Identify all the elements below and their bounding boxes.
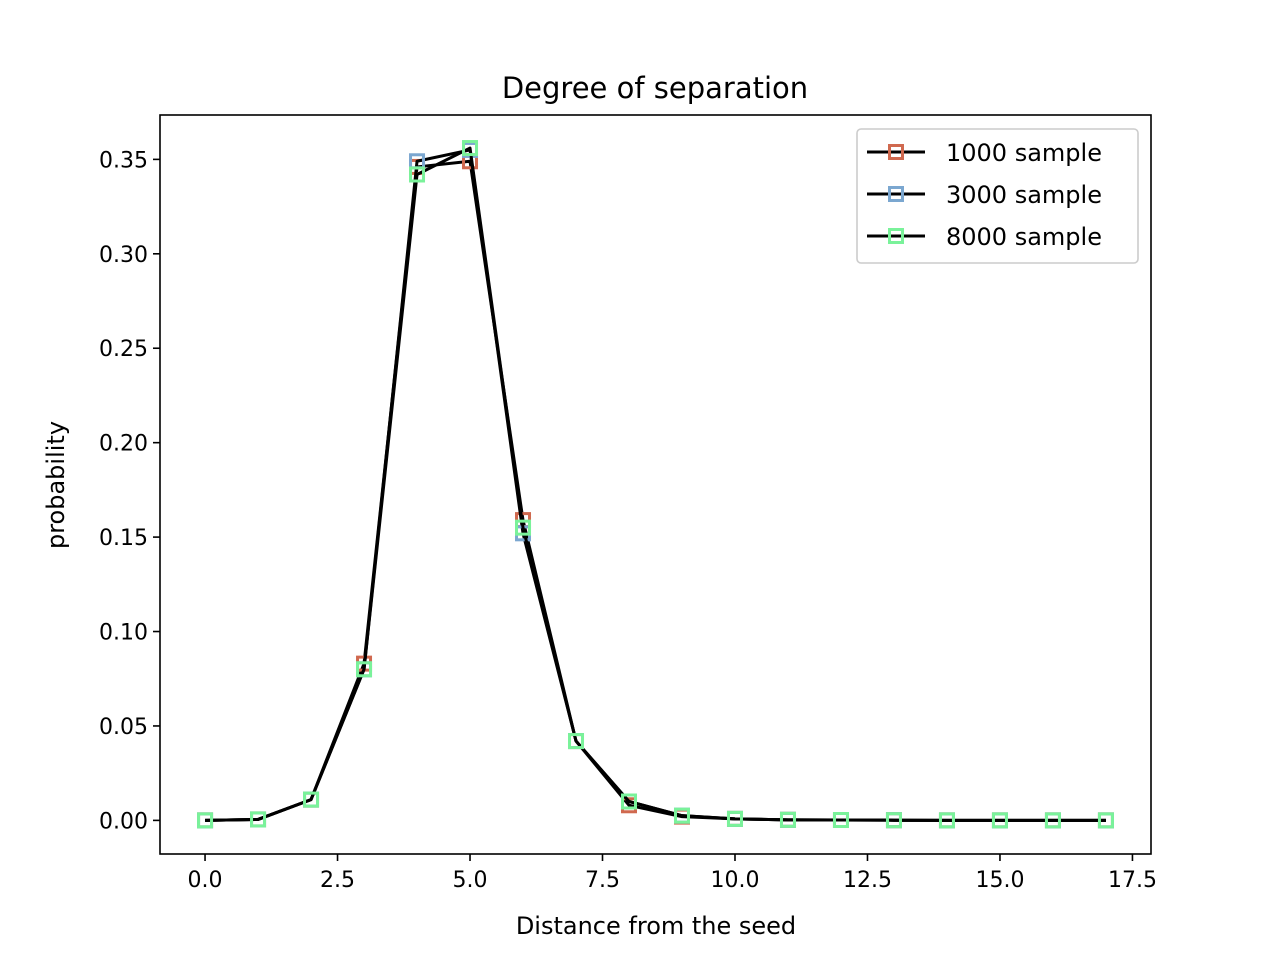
x-tick-label: 17.5: [1108, 868, 1157, 893]
data-point: [409, 166, 426, 183]
y-tick-label: 0.35: [99, 148, 148, 173]
x-tick-label: 7.5: [585, 868, 620, 893]
y-axis-label: probability: [42, 421, 70, 549]
x-tick-label: 10.0: [710, 868, 759, 893]
data-point: [779, 811, 796, 828]
legend-label: 3000 sample: [946, 181, 1102, 209]
data-point: [1044, 812, 1061, 829]
y-tick-label: 0.00: [99, 809, 148, 834]
data-point: [568, 733, 585, 750]
legend-marker: [888, 144, 904, 160]
data-point: [726, 810, 743, 827]
legend-item: 8000 sample: [867, 223, 1102, 251]
data-point: [938, 812, 955, 829]
series-line: [205, 146, 1106, 822]
x-tick-label: 12.5: [843, 868, 892, 893]
legend-box: [856, 128, 1139, 264]
legend-marker: [888, 228, 904, 244]
series-3: [197, 140, 1114, 829]
plot-area: [197, 140, 1114, 829]
legend-label: 1000 sample: [946, 139, 1102, 167]
y-axis: 0.00 0.05 0.10 0.15 0.20 0.25 0.30 0.35: [99, 148, 160, 834]
y-tick-label: 0.25: [99, 337, 148, 362]
data-point: [832, 812, 849, 829]
legend-marker: [888, 186, 904, 202]
data-point: [250, 811, 267, 828]
data-point: [515, 519, 532, 536]
y-tick-label: 0.20: [99, 432, 148, 457]
legend-label: 8000 sample: [946, 223, 1102, 251]
y-tick-label: 0.30: [99, 243, 148, 268]
data-point: [197, 812, 214, 829]
data-point: [885, 812, 902, 829]
y-tick-label: 0.15: [99, 526, 148, 551]
x-tick-label: 15.0: [975, 868, 1024, 893]
x-axis-label: Distance from the seed: [516, 912, 796, 940]
data-point: [673, 807, 690, 824]
x-tick-label: 2.5: [320, 868, 355, 893]
data-point: [303, 791, 320, 808]
x-tick-label: 0.0: [188, 868, 223, 893]
axes-frame: [159, 114, 1152, 855]
x-tick-label: 5.0: [453, 868, 488, 893]
legend: 1000 sample 3000 sample 8000 sample: [856, 128, 1139, 264]
data-point: [621, 793, 638, 810]
legend-item: 3000 sample: [867, 181, 1102, 209]
data-point: [462, 140, 479, 157]
data-point: [356, 661, 373, 678]
legend-item: 1000 sample: [867, 139, 1102, 167]
chart-title: Degree of separation: [502, 71, 808, 105]
data-point: [991, 812, 1008, 829]
x-axis: 0.0 2.5 5.0 7.5 10.0 12.5 15.0 17.5: [188, 854, 1157, 893]
y-tick-label: 0.10: [99, 621, 148, 646]
data-point: [1097, 812, 1114, 829]
y-tick-label: 0.05: [99, 715, 148, 740]
